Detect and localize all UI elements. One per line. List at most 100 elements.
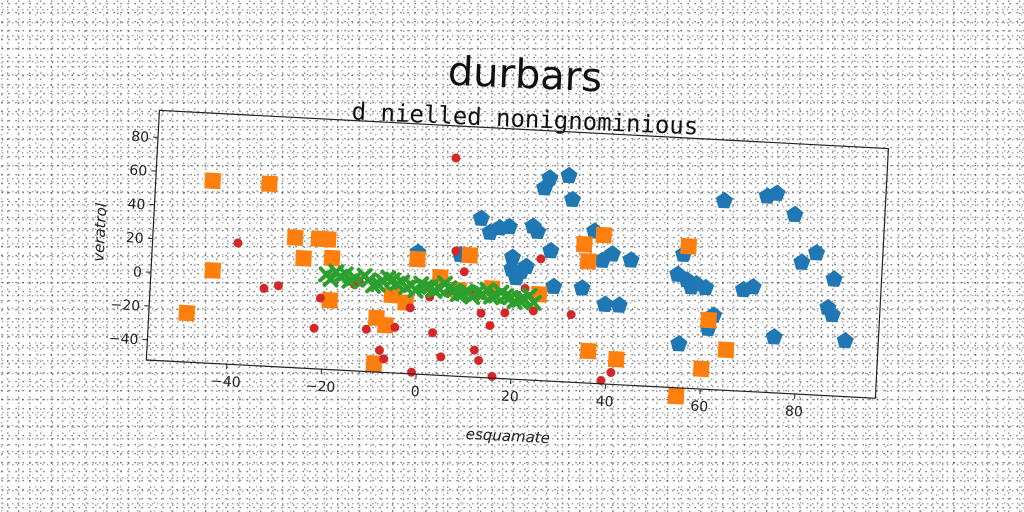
y-tick-label: 0 <box>133 264 143 280</box>
series-2-point <box>323 249 341 267</box>
x-tick-label: 60 <box>690 399 709 416</box>
series-3-point <box>536 254 546 264</box>
series-3-point <box>309 323 319 333</box>
series-1-point <box>472 209 490 227</box>
series-3-point <box>428 328 438 338</box>
series-3-point <box>469 345 479 355</box>
y-axis: −40 −20 0 20 40 60 80 <box>108 129 159 349</box>
series-3-point <box>487 371 497 381</box>
series-3-point <box>374 345 384 355</box>
marks-layer <box>178 153 854 405</box>
series-4-point <box>492 284 510 301</box>
series-3-point <box>390 322 400 332</box>
series-1-point <box>573 279 591 296</box>
y-tick-label: 20 <box>125 230 144 247</box>
series-3-point <box>606 368 616 378</box>
series-1-point <box>793 253 811 270</box>
series-4-point <box>521 287 538 304</box>
series-2-point <box>178 304 196 322</box>
series-4-point <box>478 281 496 299</box>
series-2-point <box>575 235 593 253</box>
series-1-point <box>603 245 622 262</box>
series-2-point <box>261 175 278 193</box>
series-3-point <box>273 281 283 291</box>
series-3-point <box>485 321 495 331</box>
series-1-point <box>765 328 783 345</box>
series-3-point <box>436 352 446 362</box>
series-1-point <box>622 251 640 268</box>
series-2-point <box>461 246 479 264</box>
series-3-point <box>474 355 484 365</box>
series-1-point <box>541 169 559 186</box>
series-2-point <box>579 252 597 270</box>
series-4-point <box>436 275 453 292</box>
series-1-point <box>744 277 762 295</box>
series-4-point <box>365 277 382 294</box>
series-3-point <box>379 354 389 364</box>
series-3-point <box>407 367 417 377</box>
series-4-point <box>506 293 524 310</box>
x-axis-label: esquamate <box>465 425 550 447</box>
scatter-chart: −40 −20 0 20 40 60 80 −40 −20 0 20 40 60 80 esquamat… <box>89 109 890 447</box>
y-axis-label: veratrol <box>89 202 110 263</box>
y-tick-label: 80 <box>131 129 150 146</box>
series-1-point <box>808 244 826 261</box>
series-3-point <box>233 238 243 248</box>
series-2-point <box>680 237 698 255</box>
series-1-point <box>715 191 733 209</box>
series-2-point <box>319 230 337 248</box>
series-1-point <box>823 305 841 323</box>
series-1-point <box>786 205 804 223</box>
x-axis: −40 −20 0 20 40 60 80 <box>211 364 804 421</box>
series-3-point <box>596 375 606 385</box>
series-1-point <box>564 190 582 208</box>
series-1-point <box>542 241 560 259</box>
series-3-point <box>259 283 269 293</box>
series-3-point <box>476 308 486 318</box>
series-3-point <box>500 308 510 318</box>
series-4-point <box>407 282 425 299</box>
x-tick-label: 80 <box>785 404 804 421</box>
series-1-point <box>836 331 854 349</box>
y-tick-label: 40 <box>127 196 146 213</box>
series-3-point <box>528 306 538 316</box>
series-1-point <box>529 222 547 240</box>
series-2-point <box>286 229 304 246</box>
series-3-point <box>451 153 461 163</box>
series-2-point <box>321 291 339 309</box>
series-1-point <box>670 334 688 352</box>
series-3-point <box>405 303 415 313</box>
series-2-point <box>204 172 222 190</box>
series-2-point <box>204 262 222 279</box>
series-4-point <box>337 265 354 283</box>
x-tick-label: −40 <box>211 373 241 391</box>
series-2-point <box>595 226 613 244</box>
series-1-point <box>517 257 535 275</box>
series-1-point <box>825 270 843 287</box>
x-tick-label: 20 <box>501 389 520 406</box>
series-3-point <box>361 324 371 334</box>
series-2-point <box>383 286 401 304</box>
series-4-point <box>450 286 467 303</box>
series-4-point <box>464 288 481 306</box>
series-2-point <box>717 341 735 359</box>
series-2-point <box>377 316 394 334</box>
series-3-point <box>459 267 469 277</box>
series-1-point <box>768 184 786 202</box>
y-tick-label: −40 <box>108 331 138 349</box>
series-3-point <box>315 293 325 303</box>
series-1-point <box>545 277 563 295</box>
series-2-point <box>409 250 426 268</box>
series-2-point <box>365 355 383 372</box>
series-1-point <box>697 278 715 296</box>
y-tick-label: −20 <box>110 297 140 315</box>
y-tick-label: 60 <box>129 163 148 180</box>
series-4-point <box>421 278 439 296</box>
series-2-point <box>295 249 312 267</box>
x-tick-label: −20 <box>305 378 335 396</box>
series-2-point <box>607 350 625 368</box>
series-2-point <box>579 342 597 360</box>
series-3-point <box>566 310 576 320</box>
series-2-point <box>692 360 710 378</box>
series-1-point <box>503 260 521 277</box>
